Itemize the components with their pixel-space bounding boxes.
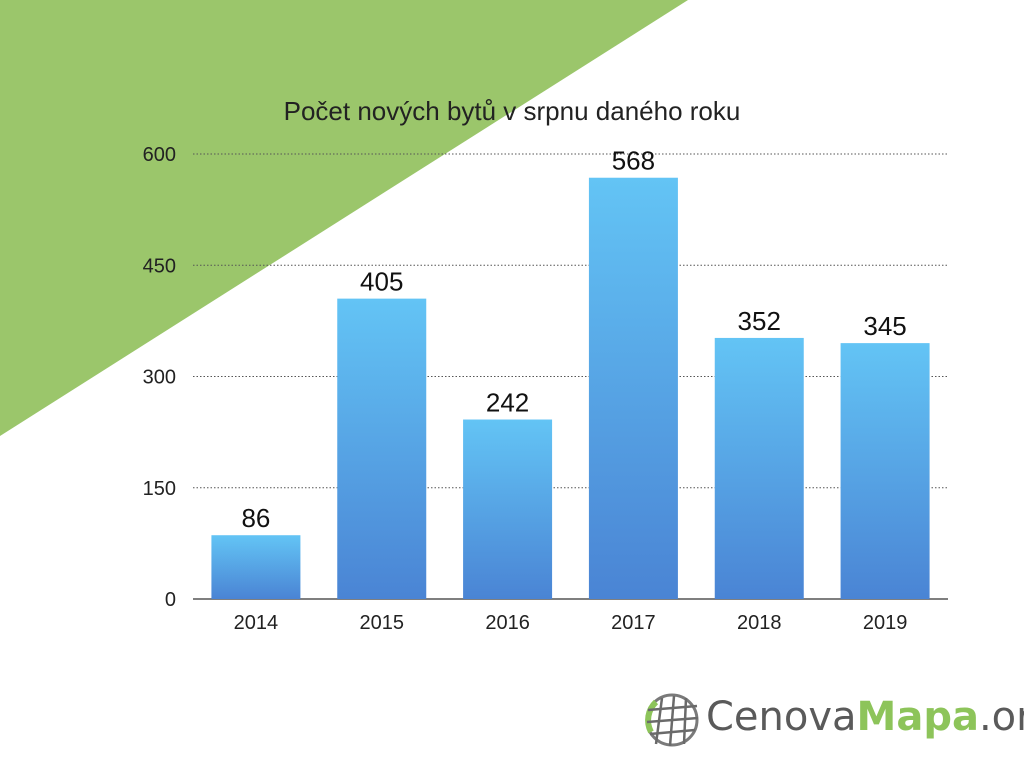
x-tick-label: 2015 bbox=[360, 612, 405, 634]
x-tick-label: 2019 bbox=[863, 612, 908, 634]
cenovamapa-logo: CenovaMapa.org bbox=[640, 688, 1024, 752]
globe-grid-icon bbox=[645, 693, 699, 747]
bar-2016 bbox=[463, 419, 553, 599]
bar-2019 bbox=[840, 343, 930, 599]
x-tick-label: 2018 bbox=[737, 612, 782, 634]
logo-text: CenovaMapa.org bbox=[706, 694, 1024, 740]
data-label: 352 bbox=[738, 306, 781, 336]
data-label: 242 bbox=[486, 388, 529, 418]
data-label: 405 bbox=[360, 267, 403, 297]
data-label: 568 bbox=[612, 146, 655, 176]
y-tick-label: 600 bbox=[143, 144, 176, 166]
x-tick-label: 2016 bbox=[485, 612, 530, 634]
y-tick-label: 450 bbox=[143, 255, 176, 277]
logo-text-mapa: Mapa bbox=[856, 694, 979, 740]
x-tick-label: 2017 bbox=[611, 612, 656, 634]
bar-2014 bbox=[211, 535, 301, 599]
bar-2015 bbox=[337, 298, 427, 599]
chart-title: Počet nových bytů v srpnu daného roku bbox=[283, 96, 741, 126]
y-tick-label: 0 bbox=[165, 589, 176, 611]
bar-2018 bbox=[714, 337, 804, 599]
logo-text-cenova: Cenova bbox=[706, 694, 857, 740]
logo-text-org: .org bbox=[978, 694, 1024, 740]
data-label: 86 bbox=[241, 503, 270, 533]
data-label: 345 bbox=[863, 311, 906, 341]
bar-2017 bbox=[588, 177, 678, 599]
y-tick-label: 150 bbox=[143, 478, 176, 500]
x-tick-label: 2014 bbox=[234, 612, 279, 634]
y-tick-label: 300 bbox=[143, 367, 176, 389]
